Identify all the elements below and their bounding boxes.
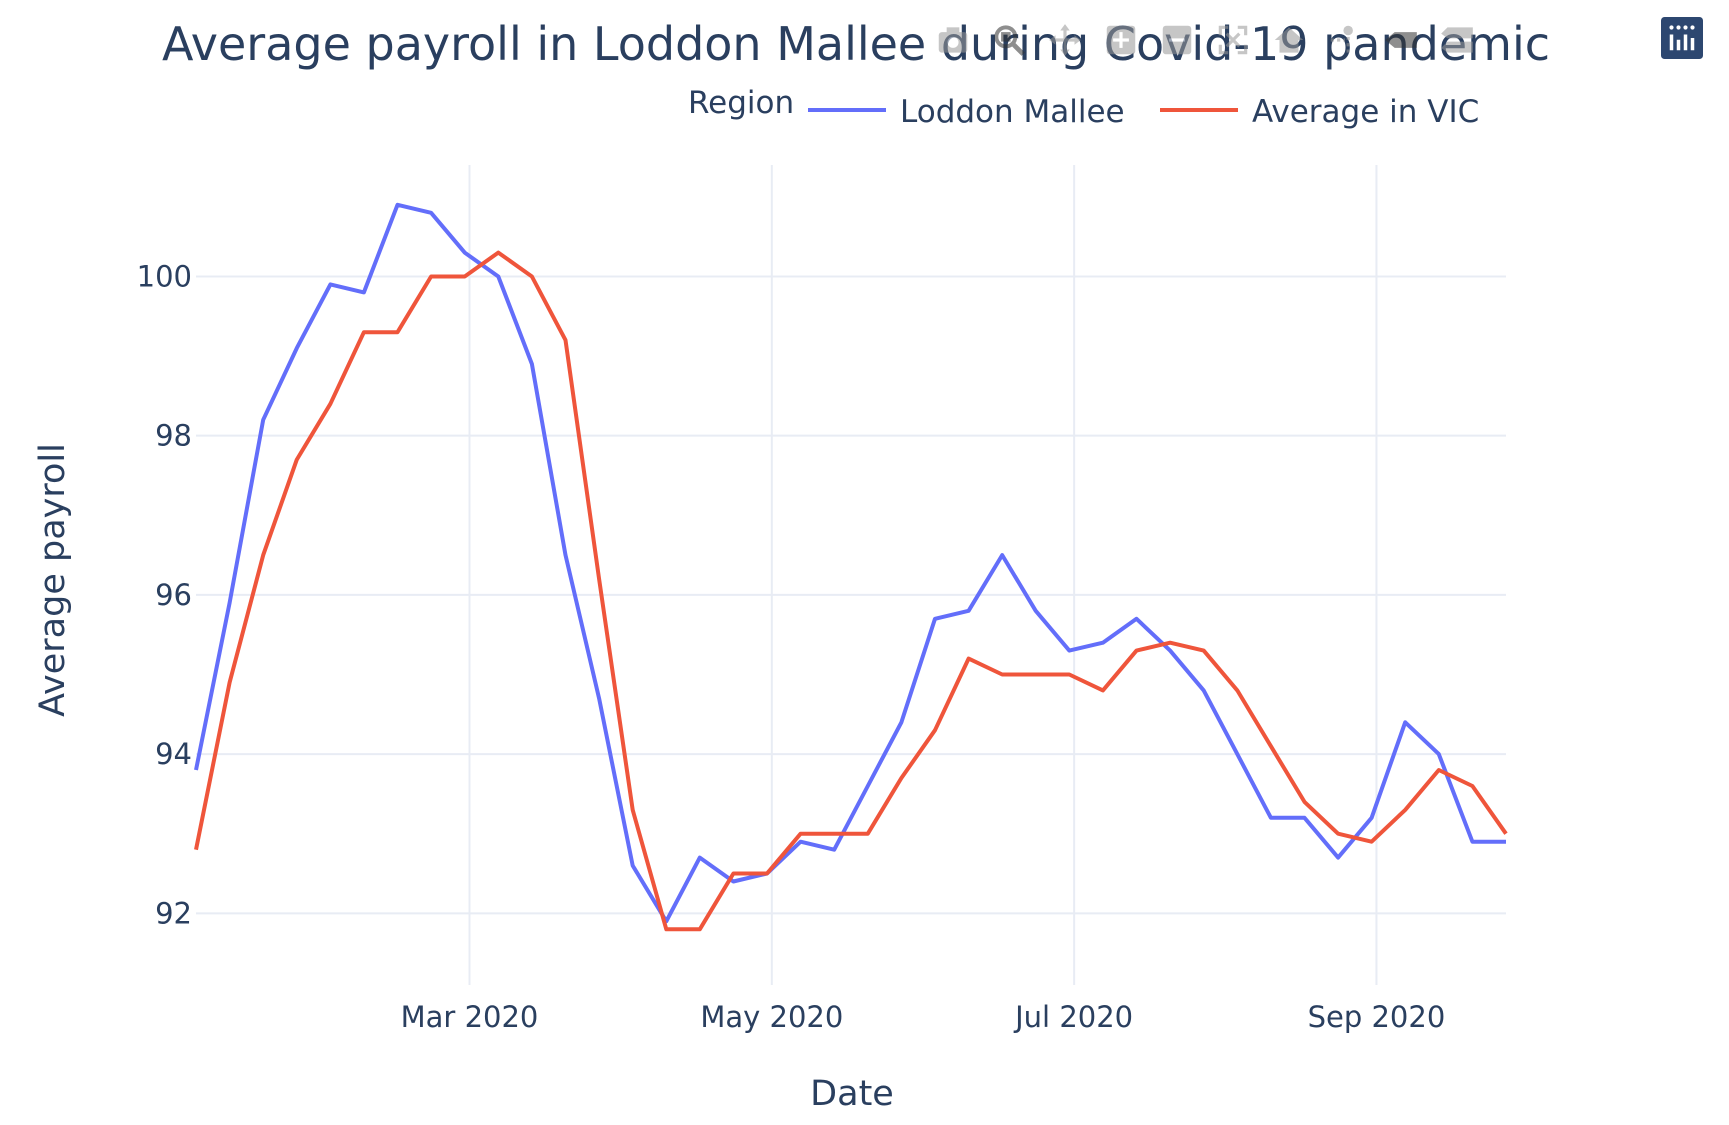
y-axis-ticks: 92 94 96 98 100: [137, 259, 192, 930]
spike-lines-icon[interactable]: [1317, 12, 1373, 68]
gridlines: [196, 165, 1506, 985]
x-axis-title: Date: [810, 1074, 894, 1114]
modebar: [925, 12, 1485, 68]
x-tick-label: Mar 2020: [401, 1000, 539, 1034]
legend-title: Region: [688, 85, 794, 121]
zoom-in-icon[interactable]: [1093, 12, 1149, 68]
plotly-logo-icon[interactable]: [1661, 17, 1703, 59]
zoom-out-icon[interactable]: [1149, 12, 1205, 68]
chart-title: Average payroll in Loddon Mallee during …: [162, 17, 1550, 71]
x-tick-label: May 2020: [700, 1000, 843, 1034]
legend: Region Loddon Mallee Average in VIC: [688, 85, 1479, 130]
x-axis-ticks: Mar 2020 May 2020 Jul 2020 Sep 2020: [401, 1000, 1446, 1034]
legend-label-loddon-mallee[interactable]: Loddon Mallee: [900, 94, 1125, 130]
reset-axes-icon[interactable]: [1261, 12, 1317, 68]
series-line-loddon-mallee[interactable]: [194, 202, 1506, 924]
hover-closest-icon[interactable]: [1373, 12, 1429, 68]
series-line-average-in-vic[interactable]: [194, 250, 1508, 932]
y-tick-label: 100: [137, 259, 192, 293]
y-axis-title: Average payroll: [33, 443, 73, 717]
y-tick-label: 98: [155, 419, 192, 453]
y-tick-label: 92: [155, 896, 192, 930]
hover-compare-icon[interactable]: [1429, 12, 1485, 68]
camera-icon[interactable]: [925, 12, 981, 68]
pan-icon[interactable]: [1037, 12, 1093, 68]
y-tick-label: 96: [155, 578, 192, 612]
y-tick-label: 94: [155, 737, 192, 771]
zoom-icon[interactable]: [981, 12, 1037, 68]
x-tick-label: Jul 2020: [1013, 1000, 1133, 1034]
autoscale-icon[interactable]: [1205, 12, 1261, 68]
x-tick-label: Sep 2020: [1308, 1000, 1446, 1034]
legend-label-average-in-vic[interactable]: Average in VIC: [1252, 94, 1479, 130]
plot-area[interactable]: [194, 202, 1508, 932]
